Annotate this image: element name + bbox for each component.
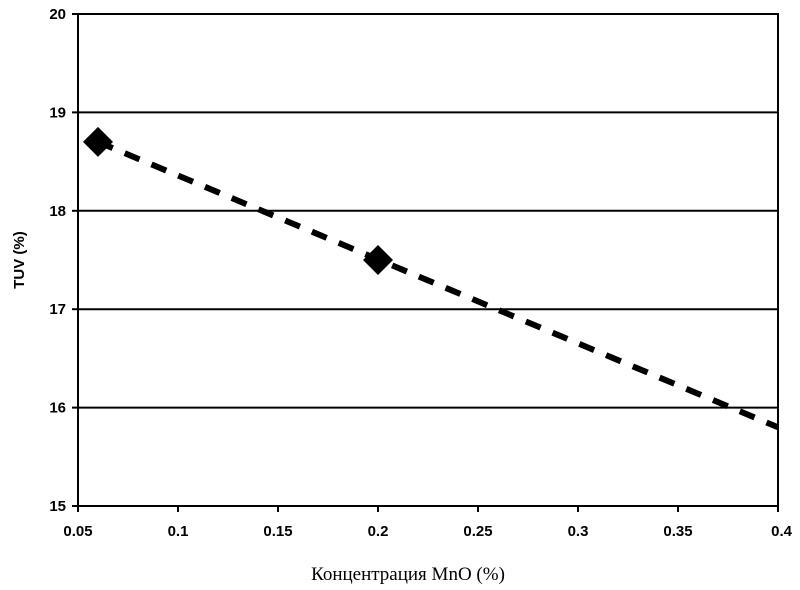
y-tick-label: 15 (49, 498, 66, 515)
x-axis-ticks: 0.05 0.1 0.15 0.2 0.25 0.3 0.35 0.4 (63, 506, 792, 540)
x-tick-label: 0.2 (368, 523, 389, 540)
x-tick-label: 0.15 (263, 523, 292, 540)
x-tick-label: 0.3 (568, 523, 589, 540)
x-tick-label: 0.35 (663, 523, 692, 540)
plot-area (78, 14, 778, 506)
y-tick-label: 17 (49, 301, 66, 318)
x-tick-label: 0.1 (168, 523, 189, 540)
y-tick-label: 18 (49, 203, 66, 220)
x-tick-label: 0.05 (63, 523, 92, 540)
y-tick-label: 16 (49, 400, 66, 417)
x-axis-title: Концентрация MnO (%) (311, 564, 505, 585)
y-axis-title: TUV (%) (11, 231, 28, 289)
x-tick-label: 0.4 (771, 523, 793, 540)
y-tick-label: 20 (49, 6, 66, 23)
data-point-diamond (83, 127, 113, 157)
trendline (98, 142, 778, 427)
y-axis-ticks: 15 16 17 18 19 20 (49, 6, 78, 515)
x-tick-label: 0.25 (463, 523, 492, 540)
y-tick-label: 19 (49, 104, 66, 121)
data-point-diamond (363, 245, 393, 275)
gridlines (78, 112, 778, 407)
